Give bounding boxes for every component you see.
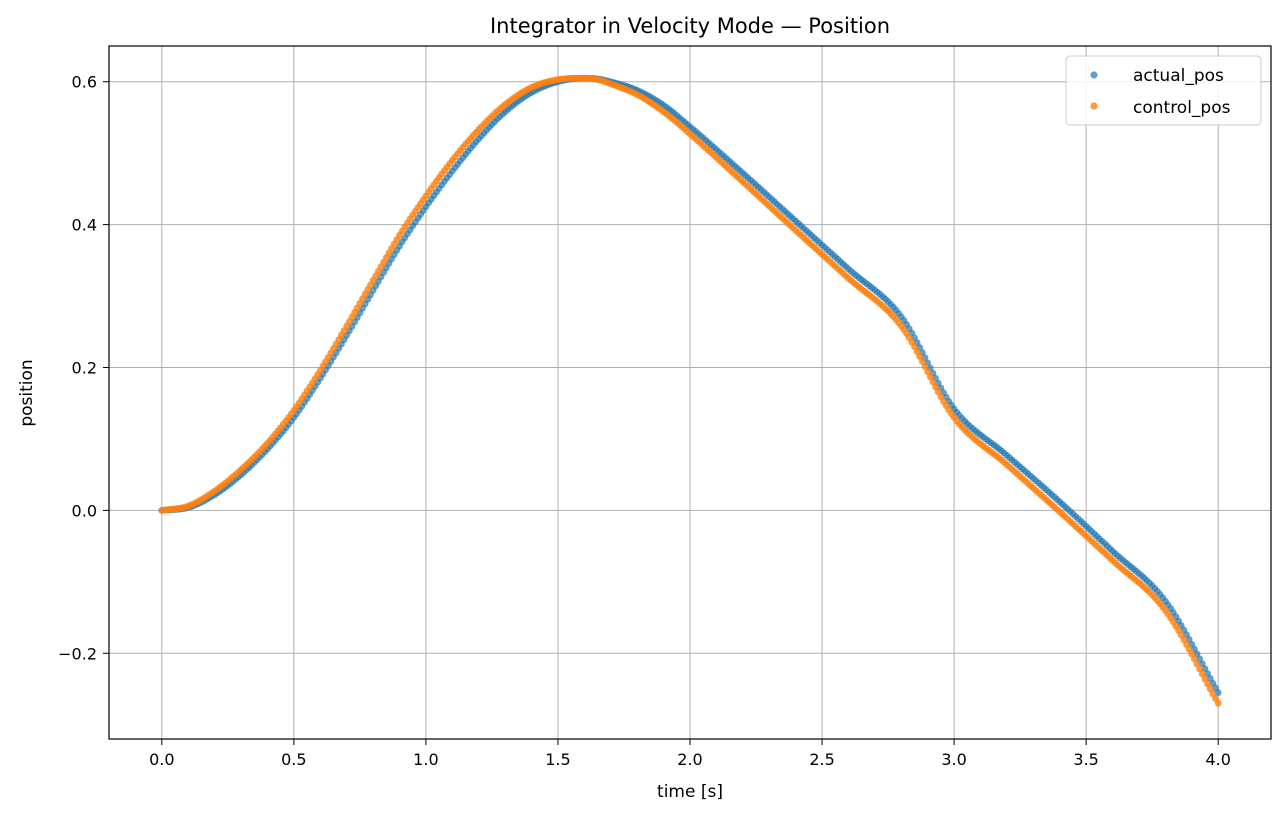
legend-label-control-pos: control_pos: [1133, 98, 1231, 118]
x-tick-label: 3.5: [1073, 750, 1098, 769]
legend-marker-actual-pos: [1090, 71, 1098, 79]
y-tick-label: 0.6: [72, 73, 97, 92]
data-point: [921, 363, 929, 371]
x-axis-label: time [s]: [657, 782, 723, 802]
y-tick-label: 0.2: [72, 358, 97, 377]
legend: actual_pos control_pos: [1065, 55, 1262, 126]
chart-title: Integrator in Velocity Mode — Position: [490, 14, 890, 38]
y-tick-label: 0.0: [72, 501, 97, 520]
data-point: [1198, 670, 1206, 678]
x-tick-label: 0.5: [281, 750, 306, 769]
x-tick-label: 2.0: [677, 750, 702, 769]
x-tick-label: 0.0: [149, 750, 174, 769]
x-tick-label: 1.5: [545, 750, 570, 769]
data-point: [1201, 675, 1209, 683]
y-tick-label: −0.2: [58, 644, 97, 663]
x-tick-label: 4.0: [1205, 750, 1230, 769]
data-points: [158, 74, 1222, 707]
x-tick-label: 3.0: [941, 750, 966, 769]
axis-ticks: 0.0 0.5 1.0 1.5 2.0 2.5 3.0 3.5 4.0 −0.2 0.0 0.2 0.4…: [58, 73, 1231, 769]
x-tick-label: 2.5: [809, 750, 834, 769]
grid: [109, 46, 1271, 739]
legend-marker-control-pos: [1090, 102, 1098, 110]
data-point: [1196, 665, 1204, 673]
data-point: [1214, 699, 1222, 707]
data-point: [1214, 689, 1222, 696]
y-tick-label: 0.4: [72, 216, 97, 235]
legend-box: [1065, 55, 1262, 126]
x-tick-label: 1.0: [413, 750, 438, 769]
series-control-pos: [158, 74, 1222, 707]
data-point: [926, 373, 934, 381]
data-point: [1191, 655, 1198, 663]
data-point: [919, 358, 926, 366]
data-point: [924, 368, 932, 376]
data-point: [1193, 660, 1201, 668]
data-point: [916, 353, 924, 361]
data-point: [929, 378, 937, 386]
legend-label-actual-pos: actual_pos: [1133, 66, 1224, 86]
y-axis-label: position: [17, 359, 37, 426]
